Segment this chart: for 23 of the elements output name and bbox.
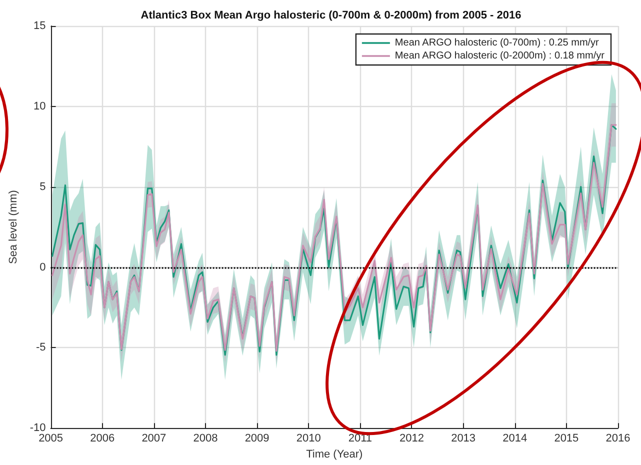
x-tick-label: 2010 xyxy=(296,432,321,445)
x-tick-label: 2015 xyxy=(554,432,579,445)
y-tick-label: 0 xyxy=(40,261,46,274)
x-tick-label: 2014 xyxy=(502,432,528,445)
chart-title: Atlantic3 Box Mean Argo halosteric (0-700m & 0-2000m) from 2005 - 2016 xyxy=(140,10,522,22)
y-axis-title: Sea level (mm) xyxy=(8,190,20,264)
x-tick-label: 2013 xyxy=(451,432,476,445)
x-axis-title: Time (Year) xyxy=(306,448,363,460)
x-tick-label: 2007 xyxy=(142,432,166,445)
x-tick-label: 2006 xyxy=(90,432,115,445)
x-tick-label: 2009 xyxy=(244,432,270,445)
y-tick-label: 5 xyxy=(40,180,46,193)
legend-label: Mean ARGO halosteric (0-700m) : 0.25 mm/yr xyxy=(394,38,600,48)
y-tick-label: -10 xyxy=(30,422,46,434)
y-tick-label: -5 xyxy=(36,342,46,354)
y-tick-label: 15 xyxy=(34,20,46,32)
x-tick-label: 2008 xyxy=(193,432,218,445)
y-tick-label: 10 xyxy=(34,100,46,112)
legend-label: Mean ARGO halosteric (0-2000m) : 0.18 mm/yr xyxy=(394,50,606,62)
x-tick-label: 2005 xyxy=(38,432,64,445)
x-tick-label: 2016 xyxy=(606,432,630,445)
x-tick-label: 2012 xyxy=(400,432,424,445)
x-tick-label: 2011 xyxy=(348,432,372,445)
